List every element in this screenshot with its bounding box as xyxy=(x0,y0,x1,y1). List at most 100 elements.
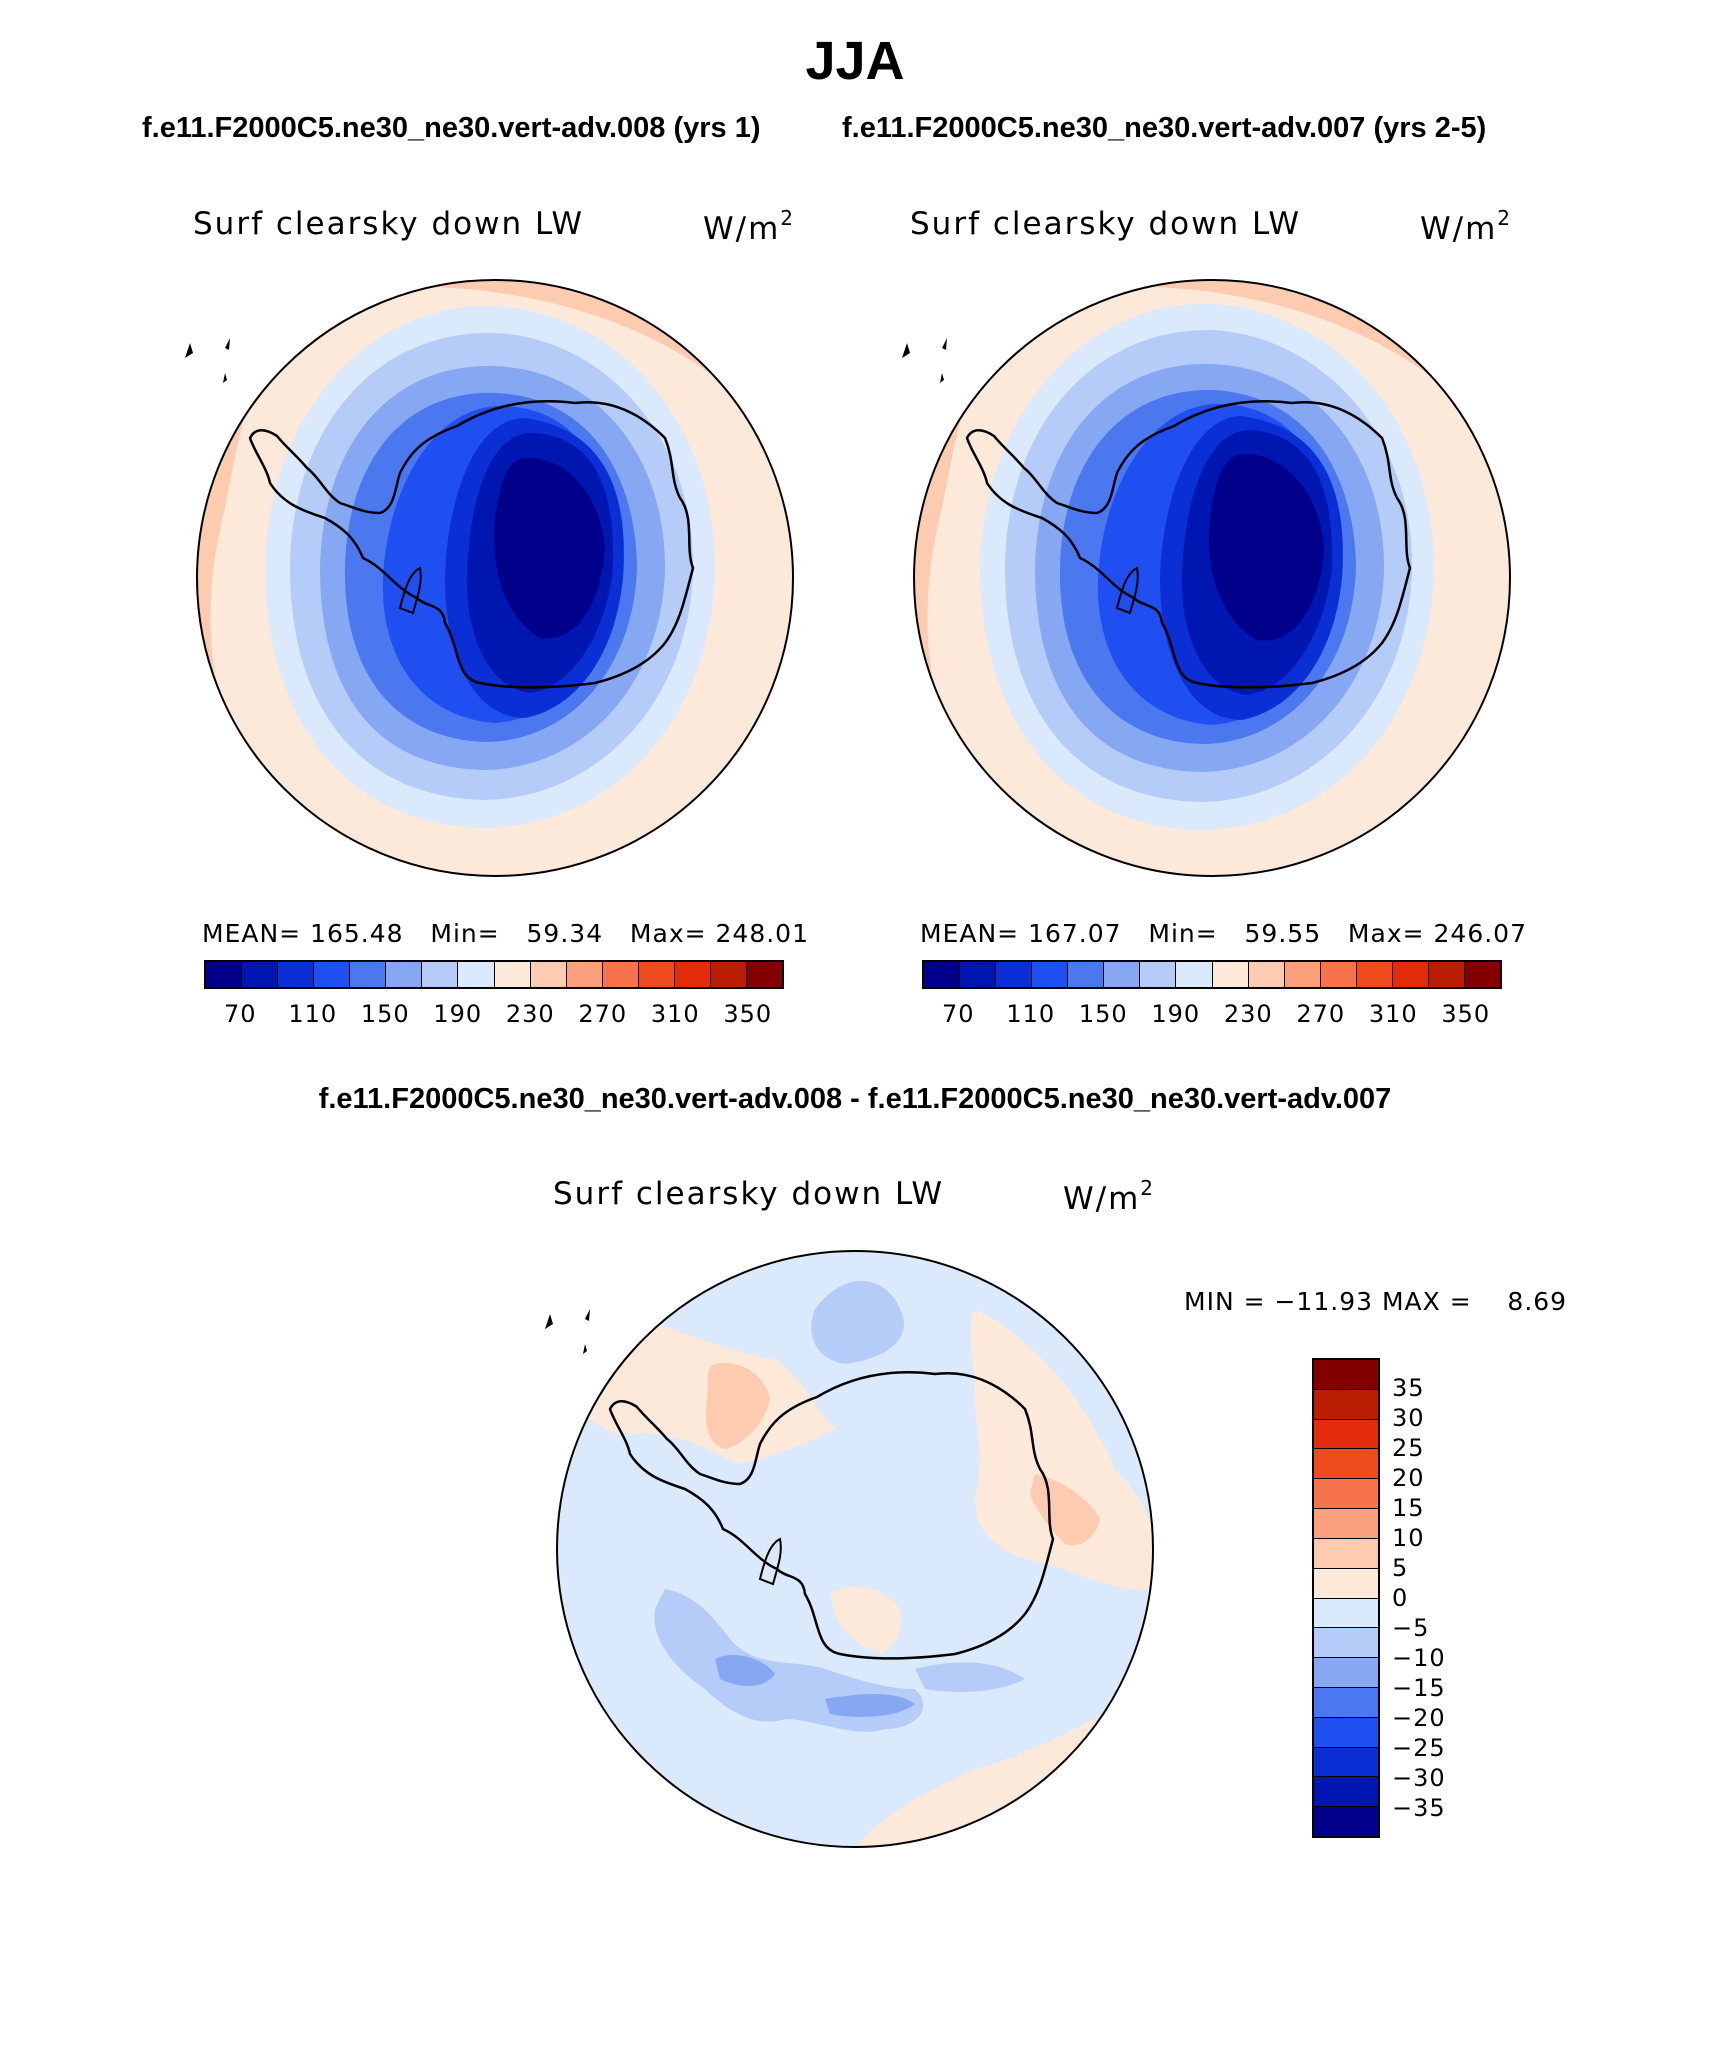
main-title: JJA xyxy=(805,31,905,91)
colorbar-swatch xyxy=(1284,962,1321,987)
colorbar-swatch xyxy=(566,962,603,987)
colorbar-swatch xyxy=(458,962,495,987)
colorbar-tick-label: −10 xyxy=(1392,1644,1446,1672)
difference-colorbar xyxy=(1312,1358,1380,1838)
colorbar-swatch xyxy=(602,962,639,987)
colorbar-swatch xyxy=(1392,962,1429,987)
colorbar-tick-label: 20 xyxy=(1392,1464,1425,1492)
colorbar-tick-label: 5 xyxy=(1392,1554,1409,1582)
colorbar-tick-label: −25 xyxy=(1392,1734,1446,1762)
subtitle-left: f.e11.F2000C5.ne30_ne30.vert-adv.008 (yr… xyxy=(142,112,761,144)
subtitle-right: f.e11.F2000C5.ne30_ne30.vert-adv.007 (yr… xyxy=(842,112,1487,144)
colorbar-tick-label: 15 xyxy=(1392,1494,1425,1522)
colorbar-swatch xyxy=(1314,1419,1378,1450)
colorbar-swatch xyxy=(674,962,711,987)
panel2-colorbar-ticks: 70 110 150 190 230 270 310 350 xyxy=(922,1000,1502,1030)
colorbar-tick-label: 230 xyxy=(1223,1000,1273,1028)
panel1-stats: MEAN= 165.48 Min= 59.34 Max= 248.01 xyxy=(202,919,809,948)
colorbar-swatch xyxy=(960,962,997,987)
colorbar-swatch xyxy=(422,962,459,987)
colorbar-tick-label: 190 xyxy=(1151,1000,1201,1028)
colorbar-tick-label: 70 xyxy=(223,1000,257,1028)
colorbar-swatch xyxy=(1314,1658,1378,1688)
difference-minmax: MIN = −11.93 MAX = 8.69 xyxy=(1184,1287,1568,1316)
colorbar-swatch xyxy=(1314,1807,1378,1836)
colorbar-tick-label: 230 xyxy=(505,1000,555,1028)
colorbar-swatch xyxy=(206,962,243,987)
colorbar-swatch xyxy=(638,962,675,987)
panel2-unit-label: W/m2 xyxy=(1420,206,1513,247)
colorbar-tick-label: −20 xyxy=(1392,1704,1446,1732)
panel1-colorbar-ticks: 70 110 150 190 230 270 310 350 xyxy=(204,1000,784,1030)
colorbar-tick-label: 350 xyxy=(723,1000,773,1028)
colorbar-swatch xyxy=(278,962,315,987)
colorbar-swatch xyxy=(386,962,423,987)
panel2-stats: MEAN= 167.07 Min= 59.55 Max= 246.07 xyxy=(920,919,1527,948)
colorbar-swatch xyxy=(1320,962,1357,987)
colorbar-swatch xyxy=(924,962,961,987)
colorbar-swatch xyxy=(1314,1509,1378,1539)
colorbar-swatch xyxy=(1314,1360,1378,1390)
difference-title: f.e11.F2000C5.ne30_ne30.vert-adv.008 - f… xyxy=(318,1083,1392,1115)
colorbar-swatch xyxy=(1314,1747,1378,1778)
colorbar-swatch xyxy=(350,962,387,987)
colorbar-tick-label: 0 xyxy=(1392,1584,1409,1612)
colorbar-tick-label: 150 xyxy=(1078,1000,1128,1028)
colorbar-swatch xyxy=(710,962,747,987)
colorbar-tick-label: 110 xyxy=(288,1000,338,1028)
colorbar-tick-label: 310 xyxy=(650,1000,700,1028)
difference-variable-label: Surf clearsky down LW xyxy=(553,1176,945,1212)
colorbar-tick-label: 30 xyxy=(1392,1404,1425,1432)
colorbar-swatch xyxy=(494,962,531,987)
colorbar-swatch xyxy=(1068,962,1105,987)
colorbar-swatch xyxy=(1314,1449,1378,1480)
panel2-polar-map xyxy=(902,279,1511,877)
colorbar-swatch xyxy=(996,962,1033,987)
colorbar-tick-label: 270 xyxy=(578,1000,628,1028)
colorbar-tick-label: 350 xyxy=(1441,1000,1491,1028)
colorbar-swatch xyxy=(1428,962,1465,987)
panel1-colorbar xyxy=(204,960,784,989)
colorbar-swatch xyxy=(1248,962,1285,987)
colorbar-swatch xyxy=(1212,962,1249,987)
colorbar-swatch xyxy=(1314,1777,1378,1808)
colorbar-tick-label: 310 xyxy=(1368,1000,1418,1028)
difference-unit-label: W/m2 xyxy=(1063,1176,1156,1217)
colorbar-tick-label: 10 xyxy=(1392,1524,1425,1552)
colorbar-swatch xyxy=(1314,1598,1378,1629)
panel1-polar-map xyxy=(185,279,794,877)
colorbar-tick-label: 190 xyxy=(433,1000,483,1028)
panel2-colorbar xyxy=(922,960,1502,989)
panel1-variable-label: Surf clearsky down LW xyxy=(193,206,585,242)
colorbar-tick-label: −30 xyxy=(1392,1764,1446,1792)
colorbar-tick-label: 35 xyxy=(1392,1374,1425,1402)
colorbar-swatch xyxy=(242,962,279,987)
colorbar-swatch xyxy=(746,962,782,987)
colorbar-swatch xyxy=(1140,962,1177,987)
colorbar-swatch xyxy=(1032,962,1069,987)
difference-polar-map xyxy=(545,1250,1154,1848)
colorbar-tick-label: 70 xyxy=(941,1000,975,1028)
colorbar-tick-label: 110 xyxy=(1006,1000,1056,1028)
colorbar-swatch xyxy=(1176,962,1213,987)
difference-colorbar-ticks: 35 30 25 20 15 10 5 0 −5 −10 −15 −20 −25 −30 −35 xyxy=(1392,1358,1472,1838)
colorbar-tick-label: 25 xyxy=(1392,1434,1425,1462)
colorbar-tick-label: −5 xyxy=(1392,1614,1430,1642)
colorbar-tick-label: −15 xyxy=(1392,1674,1446,1702)
colorbar-swatch xyxy=(530,962,567,987)
colorbar-tick-label: 150 xyxy=(360,1000,410,1028)
panel2-variable-label: Surf clearsky down LW xyxy=(910,206,1302,242)
colorbar-swatch xyxy=(1464,962,1500,987)
colorbar-swatch xyxy=(1314,1479,1378,1510)
colorbar-tick-label: 270 xyxy=(1296,1000,1346,1028)
colorbar-swatch xyxy=(1314,1538,1378,1569)
colorbar-swatch xyxy=(314,962,351,987)
colorbar-swatch xyxy=(1314,1568,1378,1599)
colorbar-swatch xyxy=(1314,1628,1378,1659)
colorbar-tick-label: −35 xyxy=(1392,1794,1446,1822)
colorbar-swatch xyxy=(1314,1389,1378,1420)
colorbar-swatch xyxy=(1314,1687,1378,1718)
colorbar-swatch xyxy=(1314,1717,1378,1748)
panel1-unit-label: W/m2 xyxy=(703,206,796,247)
colorbar-swatch xyxy=(1356,962,1393,987)
